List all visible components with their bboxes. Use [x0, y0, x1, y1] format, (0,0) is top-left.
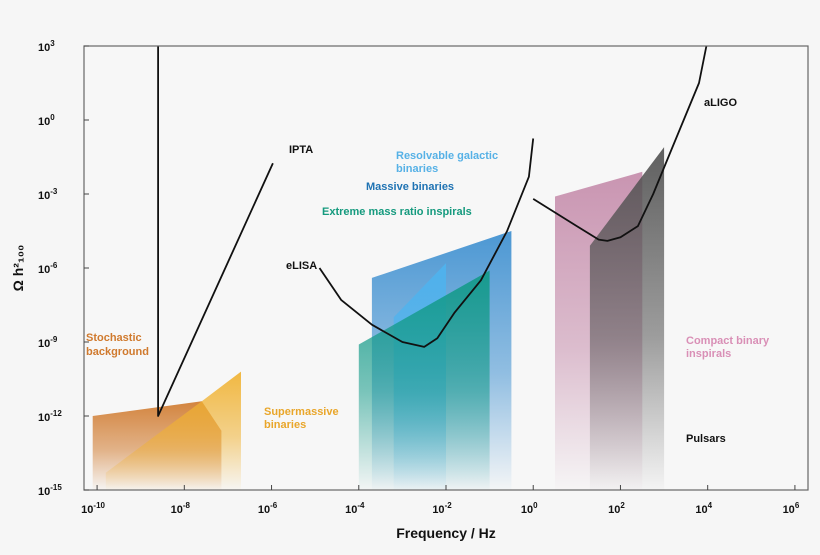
y-tick-label: 100 [38, 113, 55, 128]
y-axis-ticks: 103 100 10-3 10-6 10-9 10-12 10-15 [38, 39, 89, 498]
x-axis-ticks: 10-10 10-8 10-6 10-4 10-2 100 102 104 106 [81, 485, 800, 516]
curve-aligo [532, 45, 708, 242]
y-axis-title: Ω h²₁₀₀ [10, 245, 26, 292]
region-pulsars [589, 147, 665, 490]
x-tick-label: 100 [521, 501, 538, 516]
y-tick-label: 10-12 [38, 409, 62, 424]
curve-ipta [157, 46, 274, 417]
curve-elisa [318, 138, 535, 348]
y-tick-label: 10-9 [38, 335, 58, 350]
region-extreme-mass-ratio-inspirals [358, 270, 490, 490]
label-elisa: eLISA [286, 260, 317, 272]
label-stochastic-line2: background [86, 346, 149, 358]
label-compact-line2: inspirals [686, 348, 731, 360]
label-resolvable-line1: Resolvable galactic [396, 150, 498, 162]
label-resolvable-line2: binaries [396, 163, 438, 175]
y-tick-label: 10-6 [38, 261, 58, 276]
region-supermassive-binaries [105, 371, 241, 490]
label-compact-line1: Compact binary [686, 335, 770, 347]
label-aligo: aLIGO [704, 97, 737, 109]
y-tick-label: 10-3 [38, 187, 58, 202]
label-massive-binaries: Massive binaries [366, 181, 454, 193]
label-emri: Extreme mass ratio inspirals [322, 206, 472, 218]
y-tick-label: 10-15 [38, 483, 62, 498]
label-stochastic-line1: Stochastic [86, 332, 142, 344]
x-tick-label: 10-6 [258, 501, 278, 516]
x-tick-label: 10-10 [81, 501, 105, 516]
x-tick-label: 104 [695, 501, 712, 516]
sensitivity-curves [157, 45, 708, 417]
label-supermassive-line1: Supermassive [264, 406, 339, 418]
x-tick-label: 10-8 [171, 501, 191, 516]
source-regions [92, 147, 665, 491]
label-ipta: IPTA [289, 144, 313, 156]
label-supermassive-line2: binaries [264, 419, 306, 431]
x-tick-label: 10-2 [432, 501, 452, 516]
x-tick-label: 10-4 [345, 501, 365, 516]
y-tick-label: 103 [38, 39, 55, 54]
x-axis-title: Frequency / Hz [396, 525, 496, 541]
x-tick-label: 102 [608, 501, 625, 516]
label-pulsars: Pulsars [686, 433, 726, 445]
x-tick-label: 106 [783, 501, 800, 516]
